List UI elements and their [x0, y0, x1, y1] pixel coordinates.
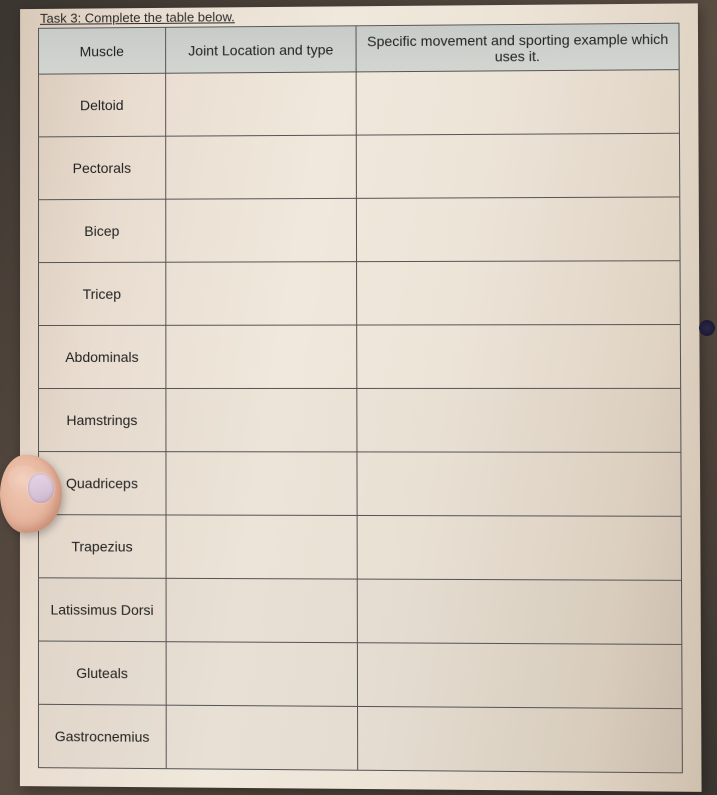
- col-header-muscle: Muscle: [39, 27, 166, 74]
- joint-cell: [166, 578, 358, 642]
- movement-cell: [357, 261, 680, 325]
- table-row: Trapezius: [38, 515, 681, 581]
- col-header-joint: Joint Location and type: [165, 26, 356, 73]
- joint-cell: [165, 198, 357, 262]
- table-row: Tricep: [39, 261, 681, 326]
- movement-cell: [357, 133, 680, 198]
- table-row: Latissimus Dorsi: [38, 578, 681, 645]
- table-row: Hamstrings: [38, 388, 680, 452]
- muscle-cell: Latissimus Dorsi: [38, 578, 165, 642]
- muscle-cell: Gluteals: [38, 641, 165, 705]
- muscle-cell: Abdominals: [39, 325, 166, 388]
- table-row: Deltoid: [39, 70, 680, 137]
- movement-cell: [358, 706, 682, 772]
- table-header-row: Muscle Joint Location and type Specific …: [39, 23, 680, 74]
- movement-cell: [357, 197, 680, 262]
- col-header-movement: Specific movement and sporting example w…: [357, 23, 680, 72]
- table-row: Abdominals: [39, 325, 681, 389]
- joint-cell: [166, 705, 358, 770]
- muscle-cell: Trapezius: [38, 515, 165, 579]
- table-row: Bicep: [39, 197, 681, 263]
- muscle-cell: Tricep: [39, 262, 166, 325]
- muscle-cell: Gastrocnemius: [38, 704, 165, 768]
- joint-cell: [166, 452, 358, 516]
- movement-cell: [357, 388, 681, 452]
- movement-cell: [358, 515, 682, 580]
- table-body: Deltoid Pectorals Bicep Tricep Abdominal: [38, 70, 682, 773]
- movement-cell: [358, 579, 682, 644]
- muscle-cell: Pectorals: [39, 136, 166, 200]
- table-row: Gastrocnemius: [38, 704, 682, 773]
- table-row: Quadriceps: [38, 452, 681, 517]
- muscle-cell: Hamstrings: [38, 388, 165, 451]
- joint-cell: [166, 515, 358, 579]
- movement-cell: [357, 325, 680, 389]
- thumbnail: [28, 473, 54, 503]
- joint-cell: [165, 262, 357, 326]
- movement-cell: [357, 70, 680, 135]
- movement-cell: [358, 643, 682, 709]
- muscle-table: Muscle Joint Location and type Specific …: [38, 23, 683, 774]
- movement-cell: [357, 452, 681, 516]
- muscle-cell: Bicep: [39, 199, 166, 262]
- joint-cell: [165, 135, 357, 199]
- joint-cell: [165, 388, 357, 451]
- dark-spot-icon: [699, 320, 715, 336]
- table-row: Pectorals: [39, 133, 680, 199]
- muscle-cell: Deltoid: [39, 73, 166, 137]
- joint-cell: [165, 325, 357, 388]
- joint-cell: [166, 642, 358, 707]
- joint-cell: [165, 72, 357, 136]
- worksheet-paper: Task 3: Complete the table below. Muscle…: [20, 3, 702, 792]
- table-row: Gluteals: [38, 641, 682, 709]
